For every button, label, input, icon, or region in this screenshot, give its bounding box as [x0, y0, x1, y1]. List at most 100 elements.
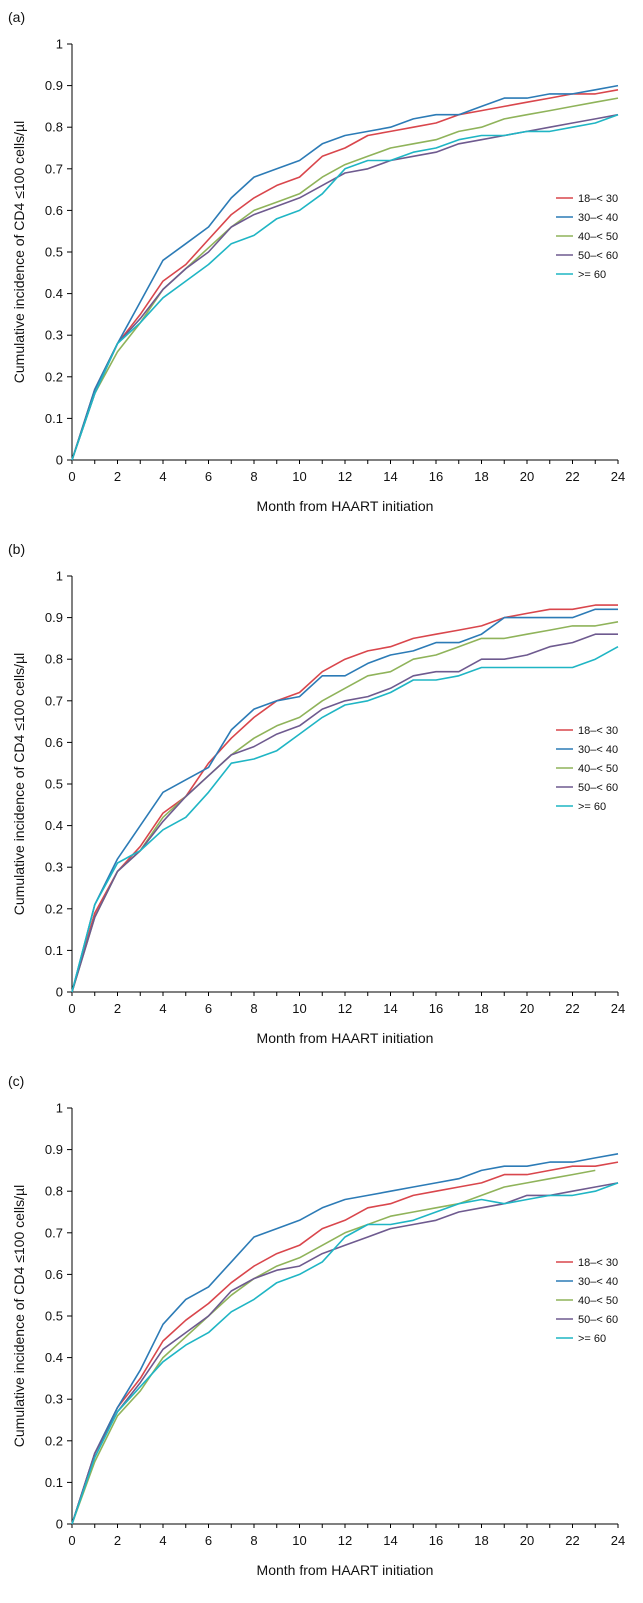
x-tick-label: 16: [429, 1533, 443, 1548]
x-tick-label: 16: [429, 1001, 443, 1016]
x-tick-label: 0: [68, 1533, 75, 1548]
series-line: [71, 1153, 619, 1525]
y-tick-label: 0.5: [45, 1309, 63, 1324]
y-axis-label: Cumulative incidence of CD4 ≤100 cells/µ…: [11, 1185, 27, 1447]
series-line: [71, 113, 619, 461]
legend-label: 50–< 60: [578, 250, 618, 262]
x-tick-label: 18: [474, 1001, 488, 1016]
x-axis-label: Month from HAART initiation: [257, 498, 434, 514]
series-line: [71, 608, 618, 993]
y-axis-label: Cumulative incidence of CD4 ≤100 cells/µ…: [11, 653, 27, 915]
series-line: [71, 84, 619, 461]
y-tick-label: 0.5: [45, 245, 63, 260]
x-tick-label: 18: [474, 469, 488, 484]
x-axis-label: Month from HAART initiation: [257, 1030, 434, 1046]
series-line: [71, 89, 619, 461]
legend-label: >= 60: [578, 801, 606, 813]
y-tick-label: 0.4: [45, 286, 63, 301]
legend-label: 50–< 60: [578, 1314, 618, 1326]
x-axis-label: Month from HAART initiation: [257, 1562, 434, 1578]
legend-label: >= 60: [578, 269, 606, 281]
legend-label: 30–< 40: [578, 1276, 618, 1288]
y-tick-label: 1: [56, 569, 63, 584]
x-tick-label: 8: [250, 1001, 257, 1016]
y-tick-label: 0.1: [45, 1475, 63, 1490]
series-line: [71, 1182, 619, 1525]
x-tick-label: 2: [114, 469, 121, 484]
series-line: [71, 113, 619, 461]
x-tick-label: 16: [429, 469, 443, 484]
chart-panel: (a)00.10.20.30.40.50.60.70.80.910 2 4 6 8 10 1…: [8, 9, 625, 514]
x-tick-label: 10: [292, 1533, 306, 1548]
x-tick-label: 12: [338, 469, 352, 484]
y-tick-label: 0.2: [45, 369, 63, 384]
y-tick-label: 0.9: [45, 1142, 63, 1157]
y-tick-label: 1: [56, 37, 63, 52]
panel-label: (a): [8, 9, 25, 25]
x-tick-label: 4: [159, 1001, 166, 1016]
x-tick-label: 4: [159, 469, 166, 484]
y-tick-label: 0: [56, 1517, 63, 1532]
y-tick-label: 1: [56, 1101, 63, 1116]
y-tick-label: 0.3: [45, 860, 63, 875]
x-tick-label: 24: [611, 1001, 625, 1016]
legend-label: 18–< 30: [578, 1257, 618, 1269]
x-tick-label: 22: [565, 1533, 579, 1548]
y-tick-label: 0.5: [45, 777, 63, 792]
y-axis-label: Cumulative incidence of CD4 ≤100 cells/µ…: [11, 121, 27, 383]
x-tick-label: 10: [292, 469, 306, 484]
legend-label: 30–< 40: [578, 212, 618, 224]
legend-label: 40–< 50: [578, 231, 618, 243]
x-tick-label: 24: [611, 1533, 625, 1548]
x-tick-label: 22: [565, 469, 579, 484]
y-tick-label: 0.7: [45, 161, 63, 176]
y-tick-label: 0: [56, 985, 63, 1000]
y-tick-label: 0.6: [45, 735, 63, 750]
y-tick-label: 0.7: [45, 693, 63, 708]
y-tick-label: 0.4: [45, 818, 63, 833]
legend-label: >= 60: [578, 1333, 606, 1345]
legend-label: 40–< 50: [578, 763, 618, 775]
x-tick-label: 14: [383, 1533, 397, 1548]
x-tick-label: 24: [611, 469, 625, 484]
legend-label: 40–< 50: [578, 1295, 618, 1307]
x-tick-label: 14: [383, 469, 397, 484]
x-tick-label: 12: [338, 1001, 352, 1016]
y-tick-label: 0.1: [45, 411, 63, 426]
x-tick-label: 20: [520, 469, 534, 484]
x-tick-label: 6: [205, 1533, 212, 1548]
x-tick-label: 22: [565, 1001, 579, 1016]
y-tick-label: 0.6: [45, 203, 63, 218]
y-tick-label: 0.1: [45, 943, 63, 958]
legend: 18–< 30 30–< 40 40–< 50 50–< 60 >= 60: [556, 193, 618, 281]
x-tick-label: 14: [383, 1001, 397, 1016]
y-tick-label: 0.9: [45, 78, 63, 93]
series-line: [71, 645, 619, 993]
y-tick-label: 0.3: [45, 328, 63, 343]
y-tick-label: 0.8: [45, 120, 63, 135]
x-tick-label: 8: [250, 1533, 257, 1548]
series-line: [71, 621, 619, 993]
y-tick-label: 0.8: [45, 1184, 63, 1199]
series-line: [71, 1169, 596, 1525]
series-line: [71, 97, 619, 461]
y-tick-label: 0: [56, 453, 63, 468]
x-tick-label: 20: [520, 1533, 534, 1548]
chart-panel: (b)00.10.20.30.40.50.60.70.80.910 2 4 6 8 10 1…: [8, 541, 625, 1046]
y-tick-label: 0.6: [45, 1267, 63, 1282]
y-tick-label: 0.4: [45, 1350, 63, 1365]
x-tick-label: 2: [114, 1533, 121, 1548]
x-tick-label: 0: [68, 1001, 75, 1016]
series-line: [71, 1182, 619, 1525]
y-tick-label: 0.8: [45, 652, 63, 667]
y-tick-label: 0.3: [45, 1392, 63, 1407]
series-line: [71, 1161, 619, 1525]
legend: 18–< 30 30–< 40 40–< 50 50–< 60 >= 60: [556, 725, 618, 813]
x-tick-label: 0: [68, 469, 75, 484]
y-tick-label: 0.2: [45, 901, 63, 916]
x-tick-label: 20: [520, 1001, 534, 1016]
series-line: [71, 633, 618, 993]
panel-label: (b): [8, 541, 25, 557]
x-tick-label: 2: [114, 1001, 121, 1016]
